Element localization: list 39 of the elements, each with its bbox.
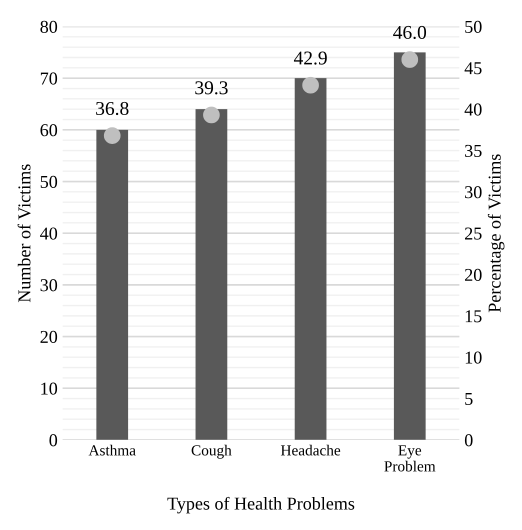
bar bbox=[196, 109, 228, 440]
y2-axis-title: Percentage of Victims bbox=[488, 154, 504, 312]
y2-tick-label: 15 bbox=[466, 310, 482, 322]
y2-tick-label: 5 bbox=[465, 393, 473, 405]
data-label: 42.9 bbox=[294, 52, 327, 65]
data-label: 36.8 bbox=[96, 102, 129, 116]
x-tick-label: Asthma bbox=[88, 444, 136, 456]
point bbox=[203, 106, 220, 124]
bar bbox=[294, 78, 326, 440]
x-axis-title: Types of Health Problems bbox=[167, 496, 354, 514]
y2-tick-label: 35 bbox=[465, 144, 482, 157]
point bbox=[302, 76, 319, 94]
y-tick-label: 80 bbox=[40, 20, 58, 33]
y2-tick-label: 20 bbox=[465, 268, 482, 281]
y-tick-label: 60 bbox=[40, 124, 58, 136]
point bbox=[104, 127, 121, 144]
bar bbox=[394, 52, 426, 440]
y-tick-label: 20 bbox=[40, 330, 58, 343]
y2-tick-label: 40 bbox=[464, 103, 482, 116]
y-tick-label: 70 bbox=[40, 72, 58, 85]
x-tick-label: Cough bbox=[192, 444, 232, 459]
bar bbox=[96, 130, 128, 440]
y2-tick-label: 0 bbox=[464, 434, 473, 446]
y2-tick-label: 50 bbox=[465, 20, 482, 33]
y2-tick-label: 10 bbox=[466, 351, 482, 364]
y2-tick-label: 30 bbox=[465, 186, 482, 198]
data-label: 46.0 bbox=[393, 26, 426, 40]
y-tick-label: 30 bbox=[40, 279, 58, 292]
y2-tick-label: 25 bbox=[465, 228, 482, 240]
point bbox=[401, 51, 418, 68]
data-label: 39.3 bbox=[195, 81, 228, 94]
y-tick-label: 10 bbox=[41, 382, 58, 395]
y-tick-label: 50 bbox=[40, 176, 58, 188]
y-tick-label: 40 bbox=[40, 227, 58, 240]
x-tick-label: Eye Problem bbox=[384, 445, 436, 472]
x-tick-label: Headache bbox=[280, 444, 340, 456]
y2-tick-label: 45 bbox=[464, 62, 482, 74]
y-tick-label: 0 bbox=[49, 434, 58, 446]
y-axis-title: Number of Victims bbox=[18, 164, 31, 302]
